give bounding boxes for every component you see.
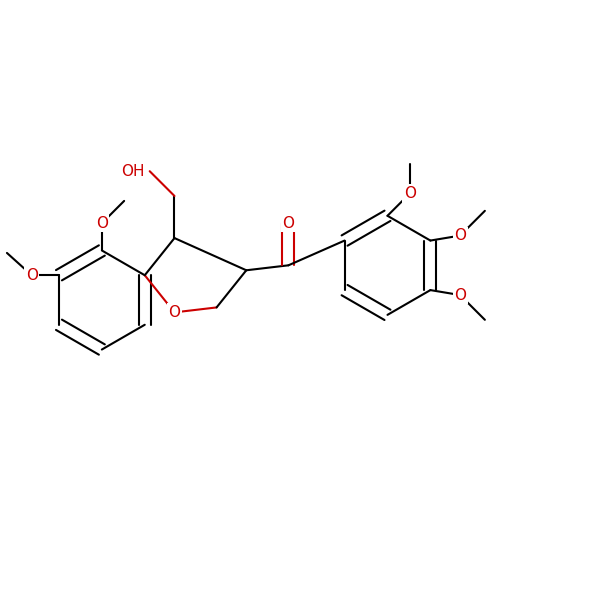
Text: O: O (96, 216, 108, 231)
Text: O: O (454, 287, 466, 302)
Text: O: O (26, 268, 38, 283)
Text: O: O (169, 305, 181, 320)
Text: O: O (404, 186, 416, 201)
Text: O: O (283, 216, 295, 231)
Text: O: O (454, 228, 466, 243)
Text: OH: OH (121, 164, 145, 179)
